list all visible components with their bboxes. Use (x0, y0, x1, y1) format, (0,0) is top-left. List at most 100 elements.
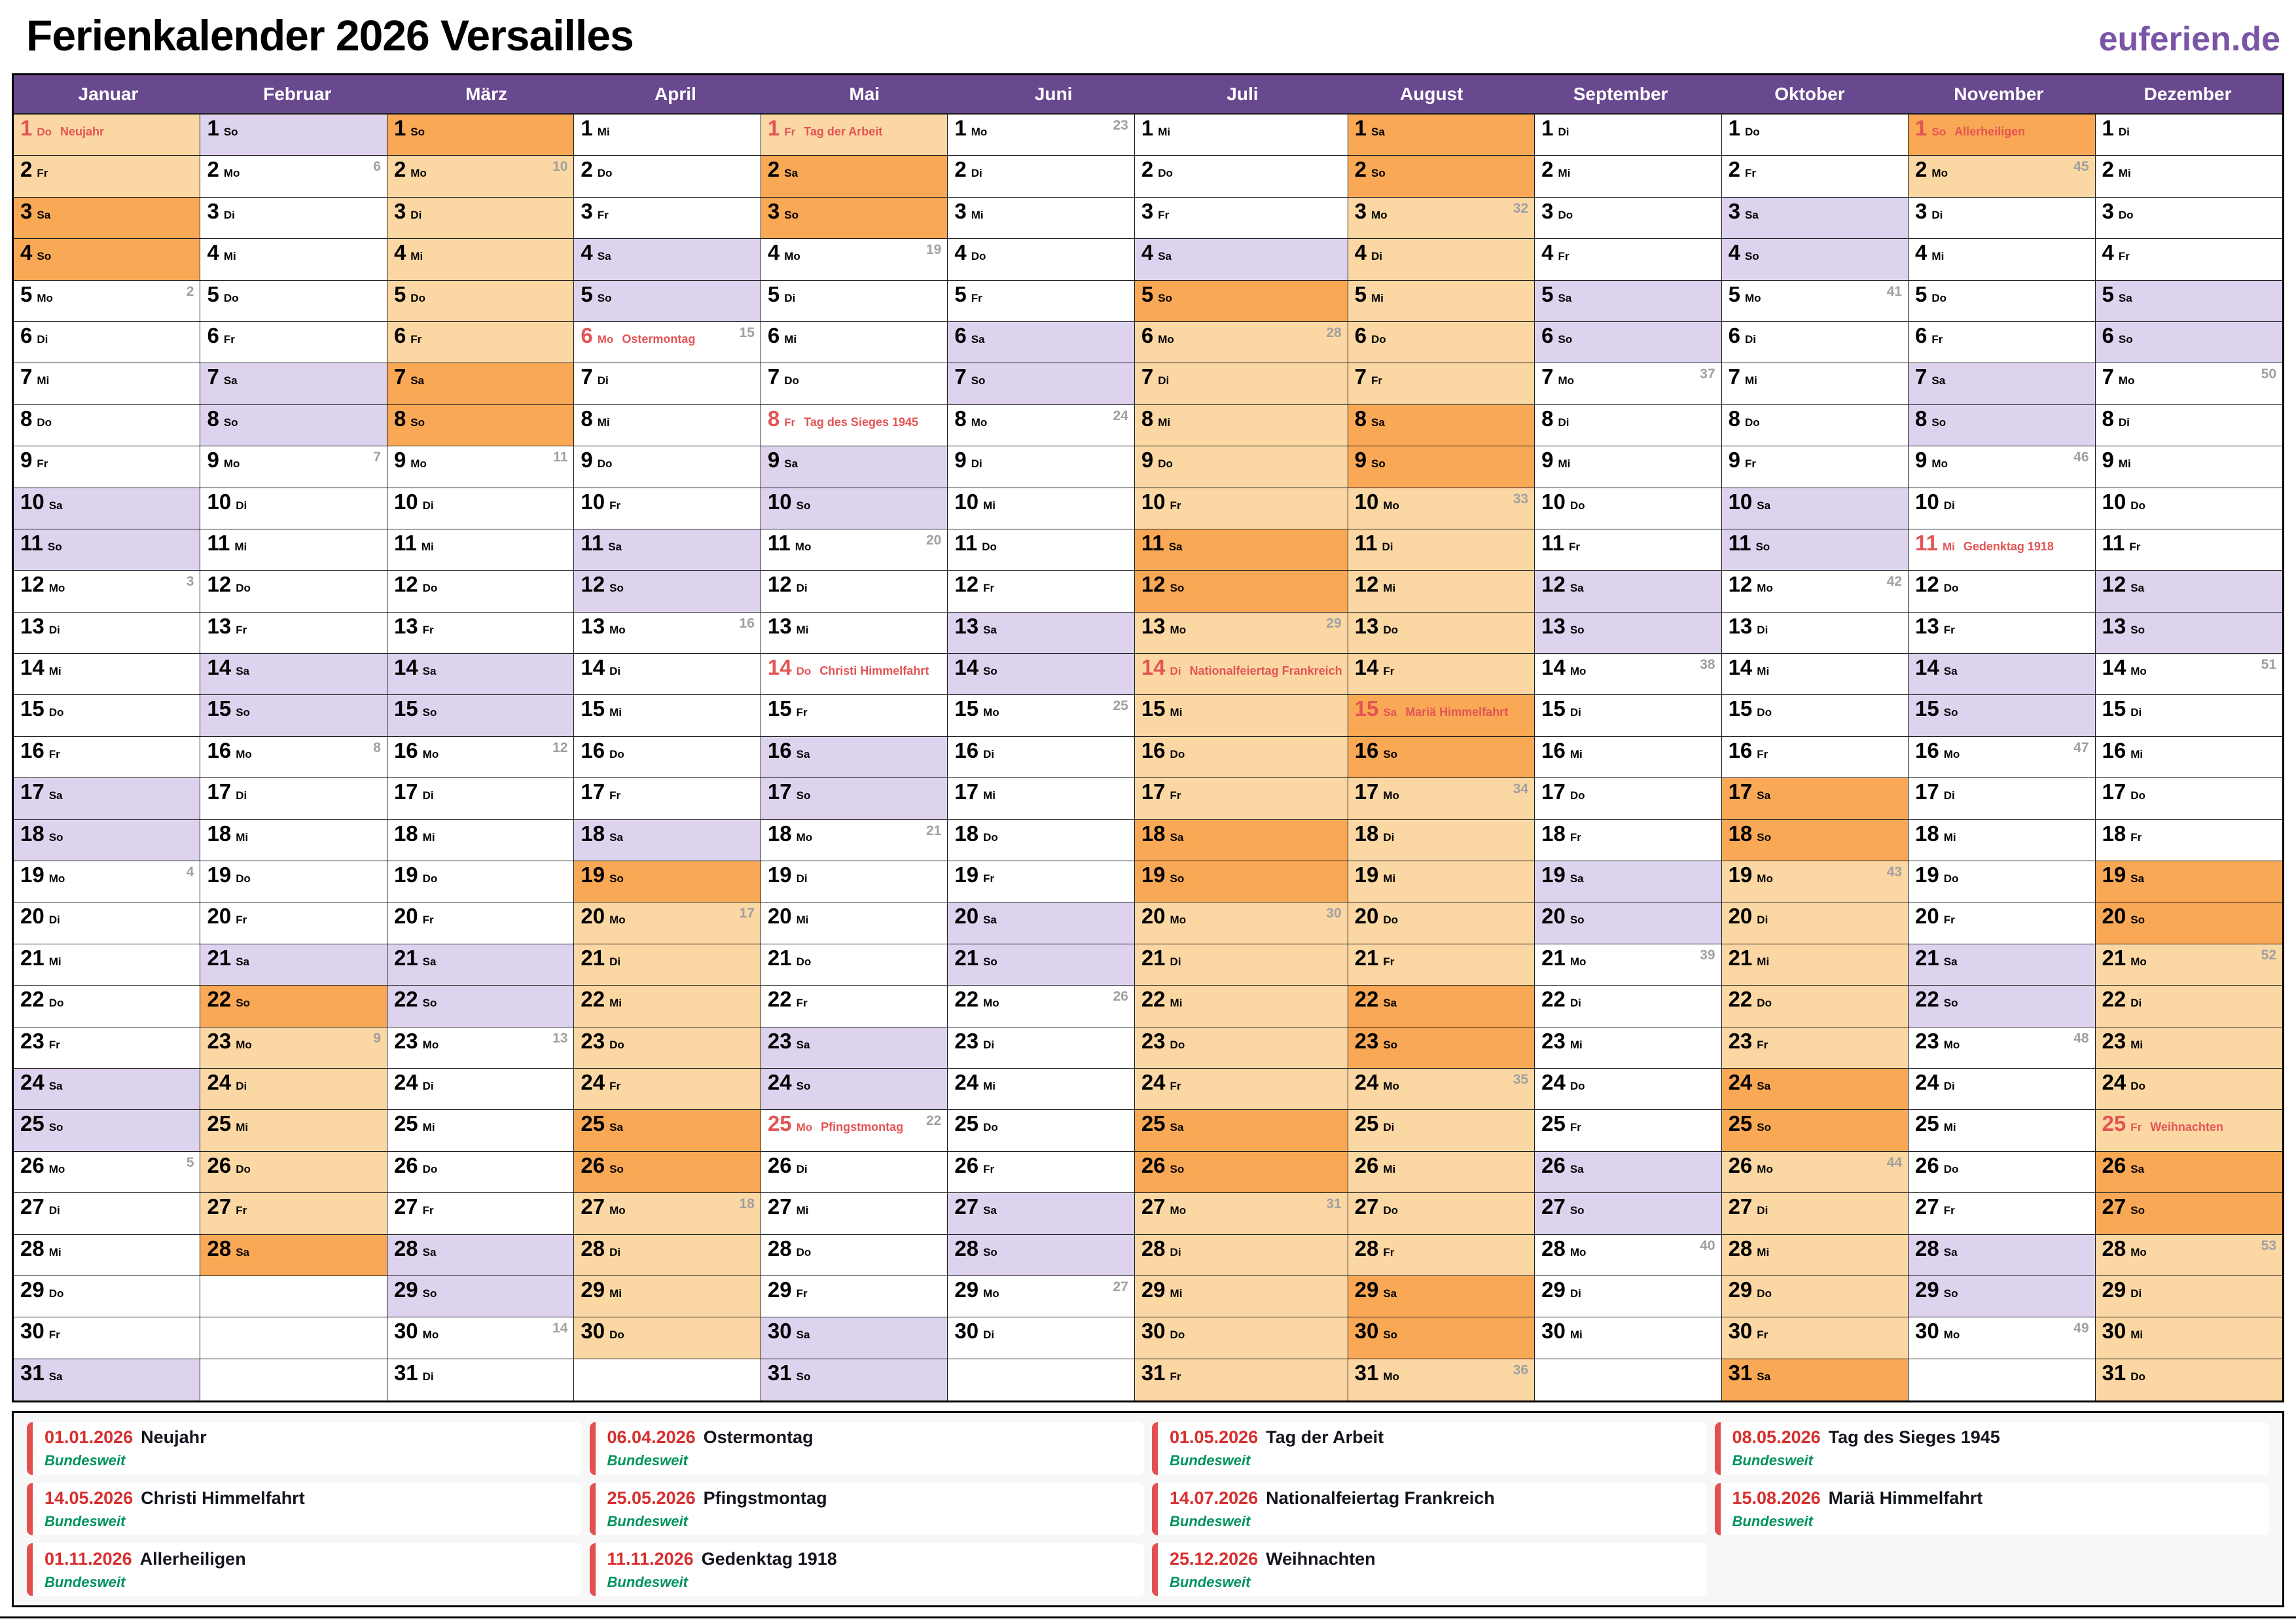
day-number: 12 (1354, 572, 1379, 597)
day-cell-marz-9: 9 Mo 11 (387, 446, 574, 488)
weekday-abbr: Mi (48, 1245, 62, 1258)
weekday-abbr: Sa (422, 955, 437, 968)
day-number: 31 (1141, 1360, 1166, 1385)
weekday-abbr: Mo (1570, 665, 1587, 678)
weekday-abbr: Mo (597, 332, 614, 346)
day-number: 29 (581, 1277, 605, 1302)
week-number: 10 (552, 159, 568, 175)
day-cell-dezember-8: 8 Di (2095, 404, 2282, 447)
day-number: 17 (1354, 779, 1379, 804)
day-cell-februar-25: 25 Mi (200, 1110, 387, 1152)
weekday-abbr: So (223, 416, 238, 429)
day-cell-oktober-24: 24 Sa (1721, 1068, 1909, 1111)
weekday-abbr: Mi (1570, 1038, 1583, 1051)
holiday-label: Christi Himmelfahrt (819, 664, 929, 678)
weekday-abbr: So (609, 1162, 624, 1175)
week-number: 41 (1886, 283, 1903, 299)
day-cell-juli-19: 19 So (1134, 861, 1348, 903)
day-number: 21 (581, 945, 605, 970)
month-header-juni: Juni (1034, 84, 1073, 104)
day-number: 19 (1354, 863, 1379, 887)
weekday-abbr: Di (971, 457, 982, 471)
day-number: 10 (1541, 489, 1566, 514)
day-cell-august-11: 11 Di (1348, 529, 1535, 571)
weekday-abbr: Mo (2130, 665, 2147, 678)
day-number: 18 (1541, 821, 1566, 846)
legend-holiday-date: 01.01.2026 (45, 1427, 134, 1448)
weekday-abbr: Do (796, 955, 812, 968)
day-cell-juli-9: 9 Do (1134, 446, 1348, 488)
month-column-oktober: 1 Do 2 Fr 3 Sa 4 So 5 Mo 41 6 Di 7 Mi 8 Do 9 Fr 10 Sa 11 So 12 M… (1721, 115, 1909, 1401)
day-number: 8 (20, 406, 33, 431)
day-number: 10 (1354, 489, 1379, 514)
day-number: 31 (1728, 1360, 1753, 1385)
weekday-abbr: Mo (223, 457, 240, 471)
day-number: 7 (1141, 365, 1154, 389)
legend-holiday-name: Ostermontag (703, 1427, 814, 1448)
day-cell-mai-17: 17 So (761, 778, 948, 820)
week-number: 13 (552, 1030, 568, 1046)
day-number: 1 (1141, 116, 1154, 140)
day-cell-august-31: 31 Mo 36 (1348, 1359, 1535, 1401)
day-number: 17 (2102, 779, 2126, 804)
day-cell-dezember-9: 9 Mi (2095, 446, 2282, 488)
holiday-label: Tag des Sieges 1945 (804, 415, 919, 429)
weekday-abbr: Di (1757, 1204, 1768, 1217)
week-number: 16 (739, 615, 755, 631)
day-cell-februar-7: 7 Sa (200, 363, 387, 405)
month-header-dezember: Dezember (2144, 84, 2232, 104)
day-cell-oktober-5: 5 Mo 41 (1721, 280, 1909, 322)
day-number: 30 (2102, 1319, 2126, 1344)
day-number: 15 (207, 696, 232, 721)
day-cell-februar-10: 10 Di (200, 488, 387, 529)
day-number: 6 (1141, 323, 1154, 348)
day-cell-juli-31: 31 Fr (1134, 1359, 1348, 1401)
day-cell-april-5: 5 So (574, 280, 761, 322)
day-number: 17 (393, 779, 418, 804)
day-number: 8 (954, 406, 967, 431)
day-cell-dezember-2: 2 Mi (2095, 156, 2282, 198)
weekday-abbr: So (422, 997, 437, 1010)
day-cell-oktober-11: 11 So (1721, 529, 1909, 571)
day-cell-februar-24: 24 Di (200, 1068, 387, 1111)
weekday-abbr: Fr (410, 332, 422, 346)
day-number: 18 (1354, 821, 1379, 846)
day-cell-marz-11: 11 Mi (387, 529, 574, 571)
day-number: 15 (20, 696, 45, 721)
weekday-abbr: So (1570, 1204, 1585, 1217)
weekday-abbr: Mo (1170, 1204, 1187, 1217)
day-cell-marz-10: 10 Di (387, 488, 574, 529)
month-header-mai: Mai (849, 84, 880, 104)
day-cell-februar-20: 20 Fr (200, 902, 387, 944)
day-number: 13 (2102, 613, 2126, 638)
weekday-abbr: So (1570, 623, 1585, 636)
weekday-abbr: Mo (983, 706, 999, 719)
day-number: 26 (1915, 1152, 1939, 1177)
weekday-abbr: Do (1757, 997, 1772, 1010)
week-number: 9 (373, 1030, 381, 1046)
weekday-abbr: Sa (1158, 250, 1172, 263)
day-number: 7 (1354, 365, 1367, 389)
weekday-abbr: Do (784, 374, 799, 387)
day-cell-mai-9: 9 Sa (761, 446, 948, 488)
weekday-abbr: Mo (410, 457, 427, 471)
holiday-legend: 01.01.2026 Neujahr Bundesweit 06.04.2026 Ost… (12, 1411, 2284, 1607)
day-number: 27 (1141, 1194, 1166, 1219)
weekday-abbr: Di (1170, 665, 1181, 678)
weekday-abbr: Mi (48, 665, 62, 678)
day-number: 18 (20, 821, 45, 846)
day-number: 23 (20, 1028, 45, 1053)
legend-region-label: Bundesweit (45, 1512, 126, 1529)
day-cell-februar-empty-31 (200, 1359, 387, 1401)
day-cell-februar-12: 12 Do (200, 571, 387, 613)
day-cell-juni-17: 17 Mi (948, 778, 1134, 820)
day-cell-mai-11: 11 Mo 20 (761, 529, 948, 571)
euferien-logo[interactable]: euferien.de (2098, 20, 2280, 58)
day-number: 28 (1354, 1236, 1379, 1260)
weekday-abbr: Mi (236, 1121, 249, 1134)
weekday-abbr: Mi (983, 499, 996, 512)
weekday-abbr: So (47, 540, 62, 553)
weekday-abbr: Sa (1383, 1287, 1397, 1300)
weekday-abbr: Sa (983, 623, 997, 636)
day-cell-april-16: 16 Do (574, 736, 761, 779)
